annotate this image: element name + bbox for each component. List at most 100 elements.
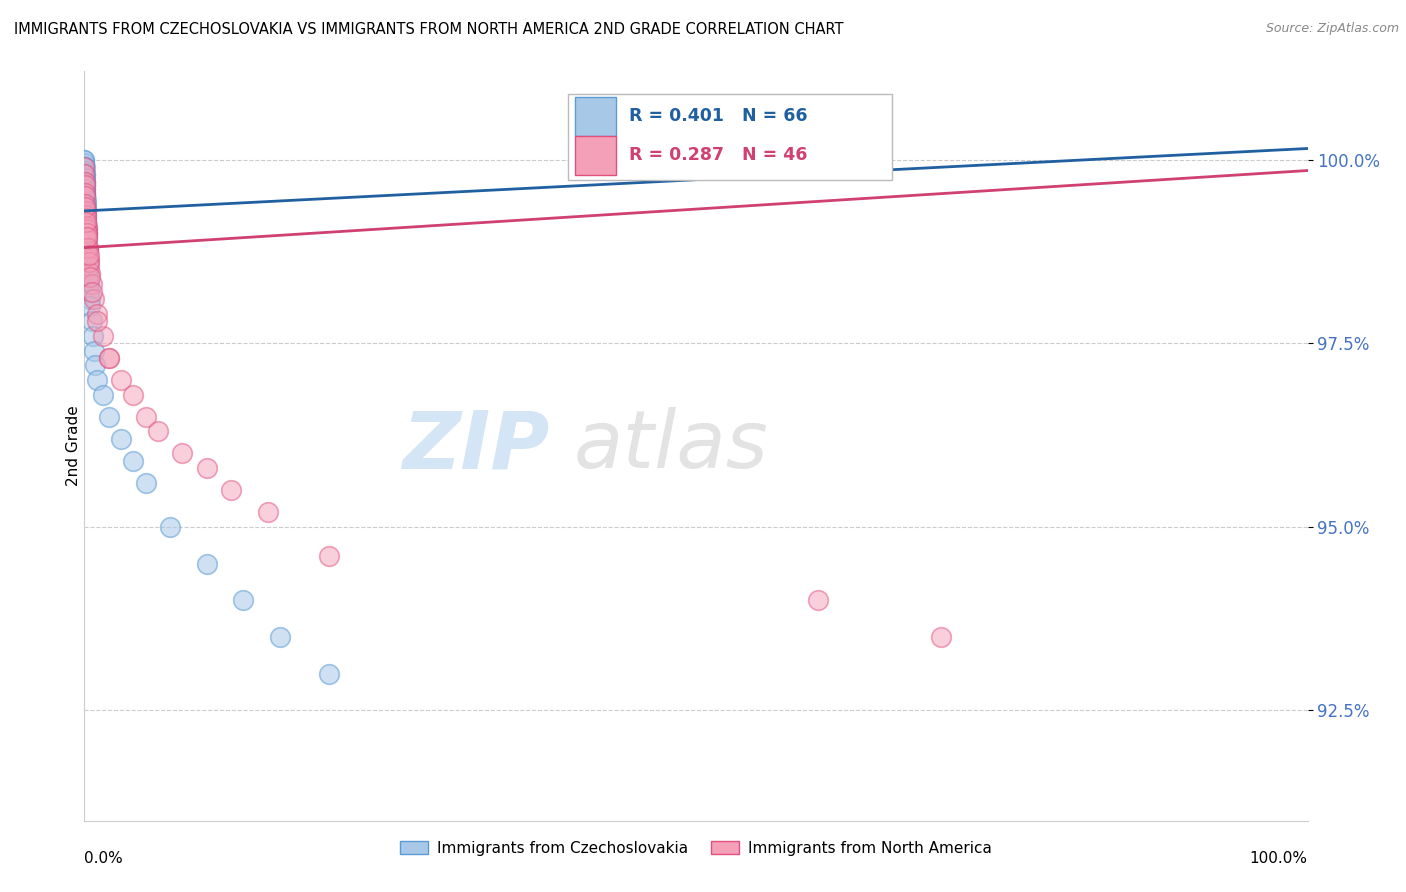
Point [135, 409, 157, 424]
Text: ZIP: ZIP [402, 407, 550, 485]
Point [110, 432, 132, 446]
Point [75, 193, 97, 207]
Point [73, 186, 96, 200]
Point [75, 203, 97, 218]
Point [73, 167, 96, 181]
Text: Source: ZipAtlas.com: Source: ZipAtlas.com [1265, 22, 1399, 36]
Point [80, 277, 103, 292]
Point [195, 557, 218, 571]
Point [73, 160, 96, 174]
Point [75, 196, 97, 211]
Point [86, 373, 108, 387]
Text: 0.0%: 0.0% [84, 851, 124, 865]
Point [86, 307, 108, 321]
Point [76, 219, 98, 233]
Point [97, 351, 120, 365]
Point [122, 453, 145, 467]
Point [73, 160, 96, 174]
Point [79, 266, 101, 280]
Point [146, 425, 169, 439]
Point [73, 175, 96, 189]
Point [75, 215, 97, 229]
Point [97, 409, 120, 424]
Point [195, 461, 218, 475]
Point [73, 182, 96, 196]
Point [77, 277, 100, 292]
Text: R = 0.287   N = 46: R = 0.287 N = 46 [628, 146, 807, 164]
FancyBboxPatch shape [575, 136, 616, 175]
Point [73, 160, 96, 174]
Point [73, 175, 96, 189]
Point [79, 292, 101, 306]
Point [73, 189, 96, 203]
Point [318, 666, 340, 681]
Point [84, 358, 107, 372]
Point [75, 200, 97, 214]
Point [77, 241, 100, 255]
Point [83, 292, 105, 306]
Point [159, 520, 181, 534]
Point [257, 505, 280, 519]
Point [76, 255, 98, 269]
Y-axis label: 2nd Grade: 2nd Grade [66, 406, 80, 486]
Point [79, 270, 101, 285]
Point [219, 483, 242, 497]
FancyBboxPatch shape [575, 97, 616, 136]
Point [75, 189, 97, 203]
Point [73, 156, 96, 170]
Point [269, 630, 291, 644]
Point [73, 211, 96, 226]
Legend: Immigrants from Czechoslovakia, Immigrants from North America: Immigrants from Czechoslovakia, Immigran… [394, 834, 998, 862]
Point [79, 300, 101, 314]
Point [75, 196, 97, 211]
Point [86, 314, 108, 328]
Text: R = 0.401   N = 66: R = 0.401 N = 66 [628, 107, 807, 125]
Point [76, 241, 98, 255]
Point [73, 178, 96, 193]
Point [73, 226, 96, 240]
Point [75, 186, 97, 200]
Point [76, 226, 98, 240]
Point [76, 226, 98, 240]
Point [73, 170, 96, 185]
Point [77, 248, 100, 262]
Point [110, 373, 132, 387]
Point [76, 262, 98, 277]
Point [75, 215, 97, 229]
Point [73, 160, 96, 174]
Text: IMMIGRANTS FROM CZECHOSLOVAKIA VS IMMIGRANTS FROM NORTH AMERICA 2ND GRADE CORREL: IMMIGRANTS FROM CZECHOSLOVAKIA VS IMMIGR… [14, 22, 844, 37]
Point [77, 252, 100, 266]
Point [82, 328, 104, 343]
Point [172, 446, 194, 460]
Point [75, 208, 97, 222]
Point [77, 255, 100, 269]
Point [73, 167, 96, 181]
Point [929, 630, 952, 644]
Point [76, 233, 98, 247]
Point [73, 186, 96, 200]
Point [76, 229, 98, 244]
Point [76, 229, 98, 244]
Point [91, 387, 114, 401]
Point [73, 175, 96, 189]
Point [76, 226, 98, 240]
Point [75, 208, 97, 222]
Point [73, 178, 96, 193]
Point [807, 593, 830, 607]
Point [73, 189, 96, 203]
Point [73, 175, 96, 189]
Point [75, 178, 97, 193]
Point [73, 196, 96, 211]
Text: atlas: atlas [574, 407, 769, 485]
Point [75, 219, 97, 233]
Point [83, 343, 105, 358]
Point [97, 351, 120, 365]
Point [73, 153, 96, 167]
Point [77, 270, 100, 285]
Point [73, 170, 96, 185]
Point [77, 285, 100, 299]
Point [73, 219, 96, 233]
Point [75, 200, 97, 214]
Point [73, 182, 96, 196]
Point [73, 167, 96, 181]
